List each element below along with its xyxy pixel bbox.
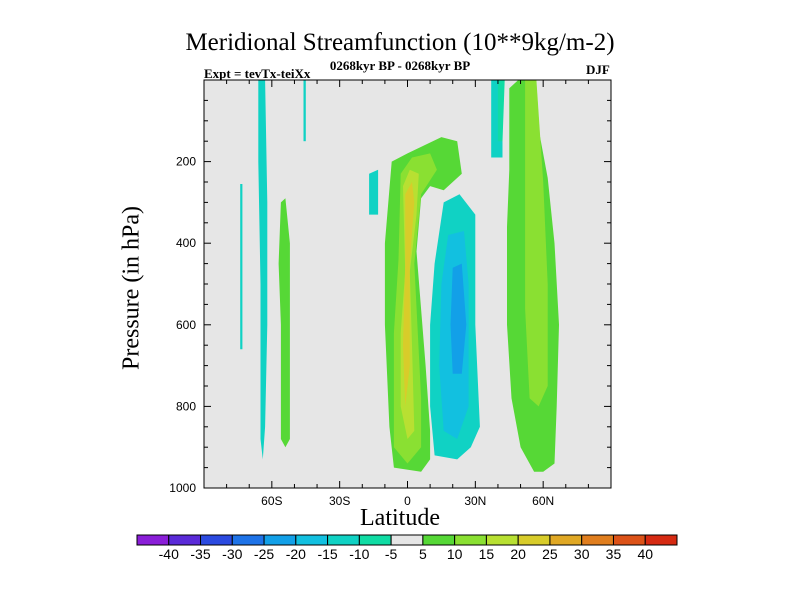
colorbar-label: -35 [190, 546, 211, 562]
y-axis-label: Pressure (in hPa) [118, 206, 145, 370]
colorbar-label: 40 [637, 546, 654, 562]
x-tick-label: 0 [404, 494, 411, 508]
colorbar-swatch [390, 534, 424, 546]
colorbar-swatch [295, 534, 329, 546]
period-label: 0268kyr BP - 0268kyr BP [329, 58, 471, 73]
colorbar-swatch [358, 534, 392, 546]
colorbar-swatch [454, 534, 487, 546]
x-tick-label: 60N [532, 494, 554, 508]
x-axis-label: Latitude [360, 505, 440, 531]
contour-cell-blue-core [450, 263, 467, 374]
x-tick-label: 60S [261, 494, 282, 508]
x-tick-label: 30N [464, 494, 486, 508]
colorbar-swatch [644, 534, 678, 546]
colorbar-swatch [422, 534, 456, 546]
colorbar-label: 25 [542, 546, 558, 562]
contour-strip-n1b [497, 80, 505, 142]
colorbar-swatch [263, 534, 297, 546]
colorbar-label: 5 [418, 546, 427, 562]
colorbar-label: -40 [158, 546, 179, 562]
colorbar-swatch [485, 534, 519, 546]
colorbar-label: -15 [317, 546, 338, 562]
colorbar-label: -20 [285, 546, 306, 562]
colorbar-label: 15 [478, 546, 495, 562]
y-tick-label: 200 [176, 155, 196, 169]
colorbar-label: -25 [253, 546, 275, 562]
contour-patch-a [240, 184, 243, 350]
contour-patch-c [278, 198, 290, 448]
colorbar-swatch [231, 534, 265, 546]
y-tick-label: 600 [176, 318, 196, 332]
colorbar-swatch [581, 534, 614, 546]
season-label: DJF [586, 62, 610, 77]
colorbar-swatch [136, 534, 170, 546]
colorbar-label: 10 [446, 546, 463, 562]
colorbar-swatch [612, 534, 646, 546]
colorbar-label: 30 [573, 546, 590, 562]
y-tick-label: 1000 [169, 481, 196, 495]
contour-cell-north-yellow [525, 80, 548, 407]
colorbar-label: 20 [510, 546, 526, 562]
colorbar-swatch [200, 534, 233, 546]
x-tick-label: 30S [329, 494, 350, 508]
colorbar-label: -10 [349, 546, 370, 562]
colorbar-swatch [549, 534, 583, 546]
colorbar-label: 35 [605, 546, 622, 562]
contour-patch-d [303, 80, 306, 142]
chart-title: Meridional Streamfunction (10**9kg/m-2) [185, 29, 615, 56]
contour-patch-e [369, 169, 379, 215]
contour-blob-red [403, 182, 415, 407]
colorbar-swatch [517, 534, 551, 546]
experiment-label: Expt = tevTx-teiXx [204, 66, 311, 81]
colorbar-swatch [327, 534, 360, 546]
colorbar-swatch [168, 534, 202, 546]
y-tick-label: 400 [176, 236, 196, 250]
y-tick-label: 800 [176, 399, 196, 413]
colorbar-label: -30 [222, 546, 243, 562]
colorbar-label: -5 [384, 546, 398, 562]
contour-patch-b [258, 80, 268, 460]
